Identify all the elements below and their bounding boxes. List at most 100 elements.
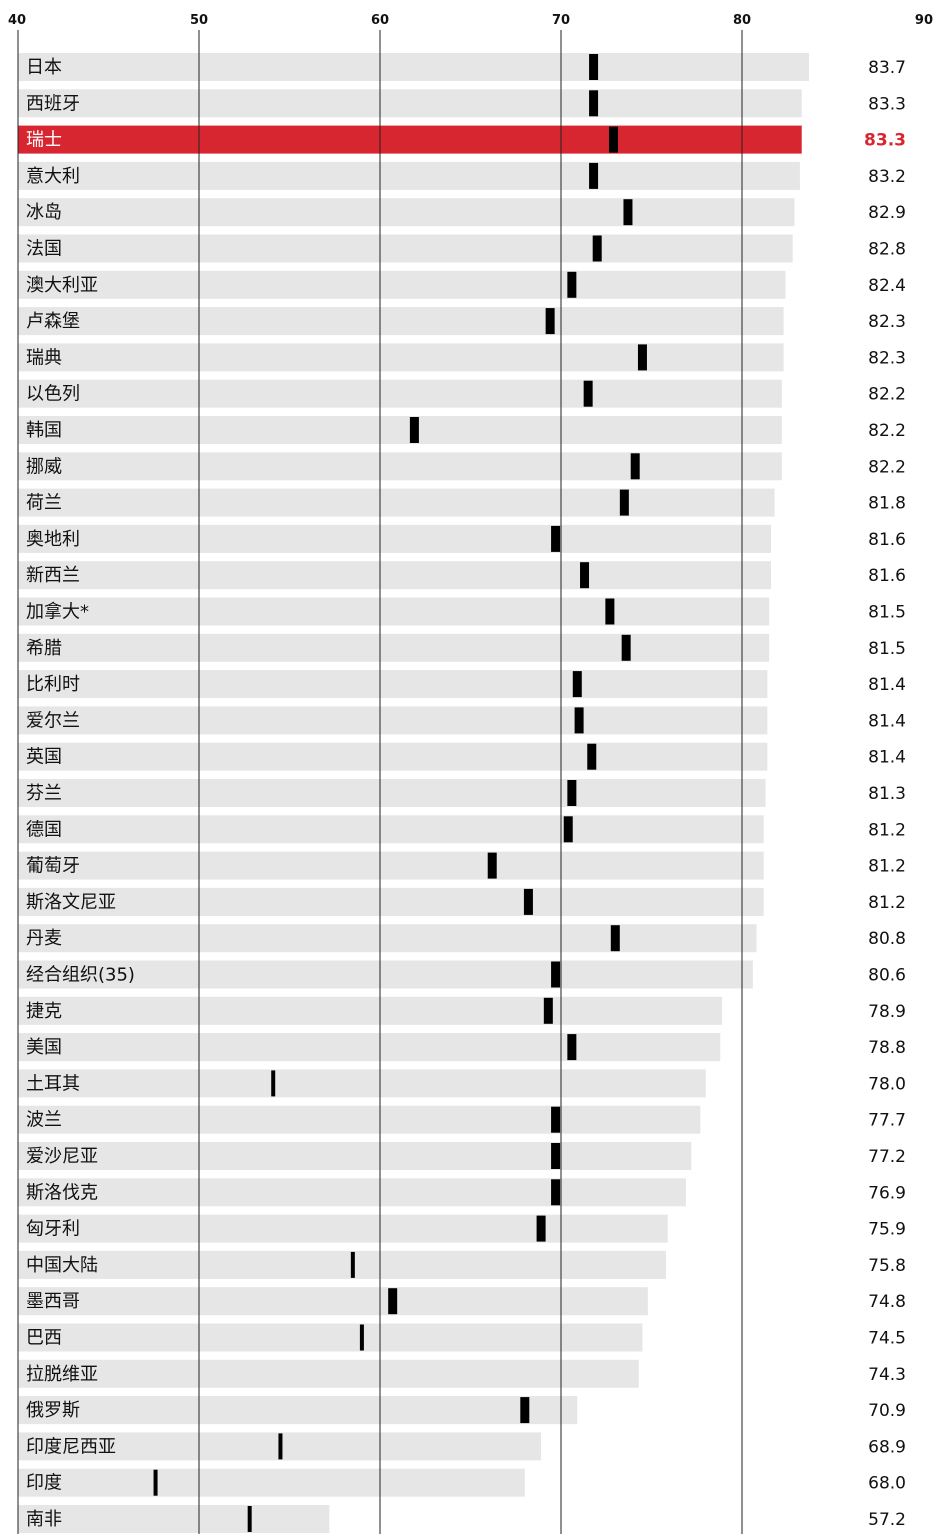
category-label: 法国 — [26, 239, 62, 260]
marker — [359, 1324, 364, 1351]
value-label: 81.3 — [868, 784, 906, 804]
bar — [18, 924, 757, 953]
value-label: 81.8 — [868, 494, 906, 514]
category-label: 英国 — [26, 747, 62, 768]
bar — [18, 343, 784, 372]
category-label: 印度 — [26, 1473, 62, 1494]
bar — [18, 1214, 668, 1243]
marker — [409, 417, 419, 443]
marker — [583, 380, 593, 407]
marker — [637, 344, 647, 371]
value-label: 82.9 — [868, 203, 906, 223]
marker — [551, 525, 561, 552]
value-label: 80.6 — [868, 966, 906, 986]
category-label: 葡萄牙 — [26, 856, 80, 877]
category-label: 冰岛 — [26, 202, 62, 223]
bar — [18, 1287, 648, 1316]
category-label: 爱尔兰 — [26, 710, 80, 731]
value-label: 81.5 — [868, 603, 906, 623]
tick-label: 40 — [8, 13, 26, 28]
marker — [536, 1215, 546, 1242]
bar — [18, 670, 768, 699]
bar — [18, 270, 786, 299]
bar — [18, 198, 795, 227]
category-label: 爱沙尼亚 — [26, 1146, 98, 1167]
bar — [18, 379, 782, 408]
bar — [18, 1396, 578, 1425]
tick-label: 60 — [371, 13, 389, 28]
category-label: 匈牙利 — [26, 1219, 80, 1240]
category-label: 意大利 — [26, 166, 80, 187]
category-label: 加拿大* — [26, 601, 89, 623]
value-label: 80.8 — [868, 929, 906, 949]
value-label: 57.2 — [868, 1510, 906, 1530]
marker — [247, 1506, 252, 1532]
tick-label: 80 — [733, 13, 751, 28]
marker — [551, 1106, 561, 1133]
marker — [523, 888, 533, 915]
value-label: 82.2 — [868, 457, 906, 477]
bar — [18, 488, 775, 517]
value-label: 70.9 — [868, 1401, 906, 1421]
bar — [18, 1033, 721, 1062]
bar — [18, 960, 753, 989]
category-label: 以色列 — [26, 384, 80, 405]
value-label: 83.3 — [864, 131, 906, 151]
category-label: 德国 — [26, 819, 62, 840]
marker — [589, 90, 599, 117]
value-label: 68.0 — [868, 1474, 906, 1494]
bar — [18, 887, 764, 916]
category-label: 斯洛文尼亚 — [26, 892, 116, 913]
value-label: 81.4 — [868, 711, 906, 731]
bar — [18, 633, 770, 662]
category-label: 芬兰 — [26, 783, 62, 804]
marker — [551, 1179, 561, 1206]
tick-label: 90 — [915, 13, 933, 28]
marker — [623, 199, 633, 226]
category-label: 瑞士 — [26, 130, 62, 151]
category-label: 土耳其 — [26, 1073, 80, 1094]
marker — [350, 1251, 355, 1278]
value-label: 77.2 — [868, 1147, 906, 1167]
value-label: 82.2 — [868, 421, 906, 441]
tick-label: 50 — [190, 13, 208, 28]
value-label: 82.8 — [868, 240, 906, 260]
bar — [18, 234, 793, 263]
marker — [551, 1143, 561, 1169]
value-label: 82.4 — [868, 276, 906, 296]
category-label: 美国 — [26, 1037, 62, 1058]
value-label: 74.3 — [868, 1365, 906, 1385]
category-label: 捷克 — [26, 1001, 62, 1022]
marker — [567, 271, 577, 298]
bar — [18, 53, 809, 81]
bar — [18, 1468, 525, 1497]
value-label: 68.9 — [868, 1437, 906, 1457]
bar — [18, 1178, 686, 1207]
bar — [18, 524, 771, 553]
category-label: 澳大利亚 — [26, 275, 98, 296]
marker — [619, 489, 629, 516]
value-label: 82.2 — [868, 385, 906, 405]
bar — [18, 307, 784, 336]
marker — [580, 562, 590, 589]
bar — [18, 1359, 639, 1388]
marker — [563, 816, 573, 843]
category-label: 比利时 — [26, 674, 80, 695]
value-label: 75.8 — [868, 1256, 906, 1276]
marker — [567, 1034, 577, 1061]
value-label: 83.3 — [868, 94, 906, 114]
value-label: 78.8 — [868, 1038, 906, 1058]
value-label: 81.4 — [868, 748, 906, 768]
marker — [608, 126, 618, 153]
category-label: 俄罗斯 — [26, 1400, 80, 1421]
category-label: 拉脱维亚 — [26, 1364, 98, 1385]
marker — [153, 1469, 158, 1496]
category-label: 日本 — [26, 57, 62, 78]
category-label: 斯洛伐克 — [26, 1182, 98, 1203]
marker — [551, 961, 561, 988]
bar — [18, 452, 782, 481]
marker — [572, 671, 582, 698]
bar — [18, 1250, 666, 1279]
bar — [18, 996, 723, 1025]
